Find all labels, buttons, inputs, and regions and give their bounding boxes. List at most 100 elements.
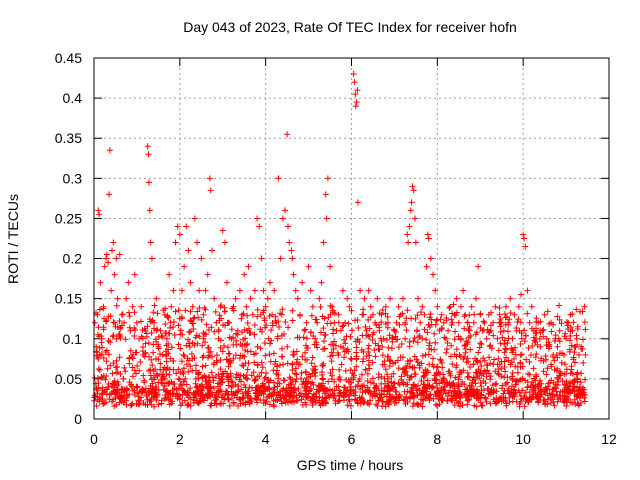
- data-point: [433, 317, 440, 324]
- data-point: [518, 335, 525, 342]
- data-point: [241, 271, 248, 278]
- data-point: [537, 377, 544, 384]
- data-point: [427, 391, 434, 398]
- data-point: [578, 370, 585, 377]
- data-point: [465, 374, 472, 381]
- data-point: [533, 351, 540, 358]
- data-point: [536, 392, 543, 399]
- data-point: [404, 231, 411, 238]
- data-point: [297, 311, 303, 318]
- data-point: [462, 311, 469, 318]
- data-point: [513, 327, 520, 334]
- data-point: [573, 371, 580, 378]
- data-point: [329, 341, 336, 348]
- data-point: [213, 352, 220, 359]
- data-point: [142, 327, 149, 334]
- data-point: [280, 377, 287, 384]
- data-point: [532, 354, 539, 361]
- data-point: [191, 342, 198, 349]
- data-point: [292, 287, 299, 294]
- data-point: [319, 313, 326, 320]
- data-point: [481, 319, 488, 326]
- data-point: [451, 351, 458, 358]
- data-point: [395, 379, 402, 386]
- data-point: [419, 303, 426, 310]
- data-point: [566, 337, 573, 344]
- data-point: [285, 384, 292, 391]
- data-point: [467, 332, 474, 339]
- data-point: [564, 399, 571, 406]
- data-point: [318, 279, 325, 286]
- data-point: [129, 387, 136, 394]
- data-point: [198, 386, 205, 393]
- data-point: [502, 314, 509, 321]
- data-point: [272, 358, 279, 365]
- data-point: [213, 319, 220, 326]
- data-point: [155, 401, 162, 408]
- data-point: [509, 347, 516, 354]
- data-point: [327, 353, 334, 360]
- data-point: [344, 295, 351, 302]
- data-point: [278, 311, 285, 318]
- data-point: [250, 369, 257, 376]
- data-point: [575, 351, 582, 358]
- data-point: [376, 327, 383, 334]
- data-point: [243, 303, 250, 310]
- data-point: [494, 361, 501, 368]
- data-point: [158, 332, 165, 339]
- data-point: [469, 377, 476, 384]
- data-point: [506, 399, 513, 406]
- data-point: [227, 370, 234, 377]
- data-point: [147, 239, 154, 246]
- data-point: [521, 403, 528, 410]
- data-point: [361, 398, 368, 405]
- data-point: [337, 376, 344, 383]
- data-point: [289, 377, 296, 384]
- data-point: [220, 370, 227, 377]
- data-point: [106, 391, 113, 398]
- data-point: [316, 387, 323, 394]
- data-point: [475, 349, 482, 356]
- data-point: [176, 376, 183, 383]
- data-point: [388, 373, 395, 380]
- data-point: [225, 363, 232, 370]
- data-point: [182, 307, 189, 314]
- data-point: [471, 402, 478, 409]
- data-point: [194, 388, 201, 395]
- data-point: [237, 340, 244, 347]
- data-point: [554, 343, 561, 350]
- data-point: [418, 360, 425, 367]
- data-point: [103, 251, 110, 258]
- data-point: [306, 371, 313, 378]
- data-point: [529, 342, 536, 349]
- data-point: [498, 373, 505, 380]
- data-point: [468, 383, 475, 390]
- data-point: [185, 336, 192, 343]
- data-point: [230, 303, 237, 310]
- data-point: [221, 304, 228, 311]
- data-point: [95, 355, 102, 362]
- data-point: [194, 340, 201, 347]
- data-point: [441, 334, 448, 341]
- data-point: [113, 302, 120, 309]
- data-point: [244, 348, 251, 355]
- data-point: [204, 344, 211, 351]
- data-point: [369, 337, 376, 344]
- data-point: [451, 402, 458, 409]
- data-point: [106, 147, 113, 154]
- data-point: [468, 391, 475, 398]
- data-point: [256, 223, 263, 230]
- data-point: [278, 353, 285, 360]
- data-point: [569, 379, 576, 386]
- data-point: [499, 334, 506, 341]
- data-point: [308, 360, 315, 367]
- data-point: [437, 357, 444, 364]
- data-point: [329, 303, 336, 310]
- data-point: [319, 376, 326, 383]
- data-point: [99, 397, 106, 404]
- data-point: [261, 375, 268, 382]
- data-point: [364, 370, 371, 377]
- data-point: [187, 308, 194, 315]
- data-point: [253, 396, 260, 403]
- data-point: [387, 295, 394, 302]
